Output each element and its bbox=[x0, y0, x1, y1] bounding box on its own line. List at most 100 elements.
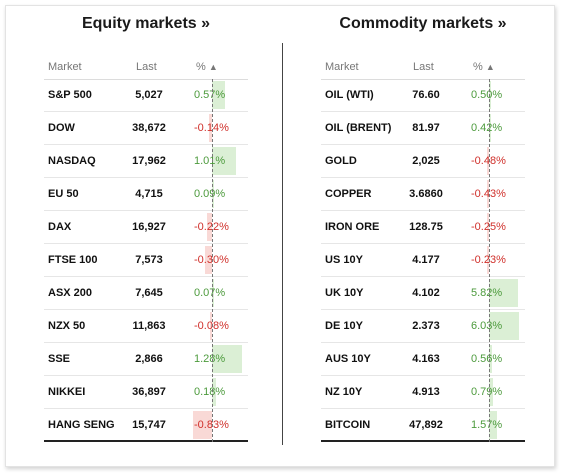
percent-change: -0.14% bbox=[194, 122, 229, 134]
last-price: 2,025 bbox=[412, 155, 440, 167]
markets-widget: Equity markets » Market Last % ▲ S&P 500… bbox=[5, 5, 555, 467]
last-price: 36,897 bbox=[132, 386, 166, 398]
change-bar bbox=[206, 213, 212, 241]
table-row[interactable]: ASX 200 7,645 0.07% bbox=[44, 277, 248, 310]
market-name[interactable]: GOLD bbox=[325, 155, 357, 167]
last-price: 38,672 bbox=[132, 122, 166, 134]
market-name[interactable]: DOW bbox=[48, 122, 75, 134]
sort-ascending-icon[interactable]: ▲ bbox=[208, 62, 218, 72]
table-row[interactable]: OIL (WTI) 76.60 0.50% bbox=[321, 79, 525, 112]
commodity-markets-link[interactable]: Commodity markets » bbox=[339, 15, 507, 32]
percent-change: 0.50% bbox=[471, 89, 503, 101]
change-bar bbox=[192, 411, 212, 439]
market-name[interactable]: SSE bbox=[48, 353, 71, 365]
table-row[interactable]: COPPER 3.6860 -0.43% bbox=[321, 178, 525, 211]
panel-divider bbox=[282, 43, 283, 445]
zero-line bbox=[212, 79, 213, 442]
market-name[interactable]: S&P 500 bbox=[48, 89, 92, 101]
market-name[interactable]: DE 10Y bbox=[325, 320, 363, 332]
last-price: 3.6860 bbox=[409, 188, 443, 200]
percent-change: 1.01% bbox=[194, 155, 226, 167]
market-name[interactable]: HANG SENG bbox=[48, 419, 115, 431]
market-name[interactable]: NZX 50 bbox=[48, 320, 86, 332]
percent-change: -0.25% bbox=[471, 221, 506, 233]
last-column-header[interactable]: Last bbox=[413, 61, 434, 73]
market-name[interactable]: OIL (BRENT) bbox=[325, 122, 392, 134]
sort-ascending-icon[interactable]: ▲ bbox=[485, 62, 495, 72]
percent-change: -0.83% bbox=[194, 419, 229, 431]
last-price: 4.163 bbox=[412, 353, 440, 365]
percent-change: 0.79% bbox=[471, 386, 503, 398]
percent-header-label: % bbox=[473, 61, 483, 73]
market-name[interactable]: US 10Y bbox=[325, 254, 363, 266]
table-row[interactable]: S&P 500 5,027 0.57% bbox=[44, 79, 248, 112]
last-price: 4.102 bbox=[412, 287, 440, 299]
market-column-header[interactable]: Market bbox=[48, 61, 82, 73]
table-row[interactable]: DE 10Y 2.373 6.03% bbox=[321, 310, 525, 343]
change-bar bbox=[208, 114, 212, 142]
equity-markets-link[interactable]: Equity markets » bbox=[81, 15, 211, 32]
table-row[interactable]: EU 50 4,715 0.09% bbox=[44, 178, 248, 211]
table-row[interactable]: GOLD 2,025 -0.48% bbox=[321, 145, 525, 178]
percent-change: 1.57% bbox=[471, 419, 503, 431]
percent-change: 0.57% bbox=[194, 89, 226, 101]
market-name[interactable]: COPPER bbox=[325, 188, 372, 200]
percent-column-header[interactable]: % ▲ bbox=[473, 55, 495, 79]
percent-change: -0.43% bbox=[471, 188, 506, 200]
table-row[interactable]: FTSE 100 7,573 -0.30% bbox=[44, 244, 248, 277]
table-row[interactable]: OIL (BRENT) 81.97 0.42% bbox=[321, 112, 525, 145]
change-bar bbox=[489, 279, 518, 307]
last-price: 11,863 bbox=[132, 320, 166, 332]
market-name[interactable]: IRON ORE bbox=[325, 221, 380, 233]
table-row[interactable]: DOW 38,672 -0.14% bbox=[44, 112, 248, 145]
percent-header-label: % bbox=[196, 61, 206, 73]
table-row[interactable]: NZX 50 11,863 -0.08% bbox=[44, 310, 248, 343]
market-column-header[interactable]: Market bbox=[325, 61, 359, 73]
change-bar bbox=[486, 147, 489, 175]
last-column-header[interactable]: Last bbox=[136, 61, 157, 73]
last-price: 76.60 bbox=[412, 89, 440, 101]
last-price: 81.97 bbox=[412, 122, 440, 134]
market-name[interactable]: FTSE 100 bbox=[48, 254, 98, 266]
market-name[interactable]: BITCOIN bbox=[325, 419, 371, 431]
table-row[interactable]: US 10Y 4.177 -0.23% bbox=[321, 244, 525, 277]
market-name[interactable]: NASDAQ bbox=[48, 155, 96, 167]
equity-rows: S&P 500 5,027 0.57% DOW 38,672 -0.14% NASDAQ 17… bbox=[44, 79, 248, 442]
table-row[interactable]: IRON ORE 128.75 -0.25% bbox=[321, 211, 525, 244]
percent-change: -0.22% bbox=[194, 221, 229, 233]
last-price: 17,962 bbox=[132, 155, 166, 167]
table-row[interactable]: BITCOIN 47,892 1.57% bbox=[321, 409, 525, 442]
market-name[interactable]: OIL (WTI) bbox=[325, 89, 374, 101]
last-price: 15,747 bbox=[132, 419, 166, 431]
last-price: 7,645 bbox=[135, 287, 163, 299]
change-bar bbox=[489, 81, 492, 109]
market-name[interactable]: UK 10Y bbox=[325, 287, 364, 299]
table-row[interactable]: NIKKEI 36,897 0.18% bbox=[44, 376, 248, 409]
table-row[interactable]: NZ 10Y 4.913 0.79% bbox=[321, 376, 525, 409]
change-bar bbox=[489, 312, 519, 340]
percent-change: 0.07% bbox=[194, 287, 226, 299]
percent-change: 1.28% bbox=[194, 353, 226, 365]
market-name[interactable]: DAX bbox=[48, 221, 72, 233]
table-row[interactable]: HANG SENG 15,747 -0.83% bbox=[44, 409, 248, 442]
last-price: 5,027 bbox=[135, 89, 163, 101]
market-name[interactable]: AUS 10Y bbox=[325, 353, 371, 365]
market-name[interactable]: EU 50 bbox=[48, 188, 79, 200]
market-name[interactable]: NIKKEI bbox=[48, 386, 86, 398]
percent-column-header[interactable]: % ▲ bbox=[196, 55, 218, 79]
change-bar bbox=[486, 180, 489, 208]
market-name[interactable]: ASX 200 bbox=[48, 287, 93, 299]
change-bar bbox=[489, 411, 497, 439]
table-row[interactable]: SSE 2,866 1.28% bbox=[44, 343, 248, 376]
last-price: 4,715 bbox=[135, 188, 163, 200]
table-row[interactable]: NASDAQ 17,962 1.01% bbox=[44, 145, 248, 178]
percent-change: -0.30% bbox=[194, 254, 229, 266]
change-bar bbox=[212, 180, 215, 208]
table-row[interactable]: UK 10Y 4.102 5.82% bbox=[321, 277, 525, 310]
zero-line bbox=[489, 79, 490, 442]
percent-change: 6.03% bbox=[471, 320, 503, 332]
table-row[interactable]: AUS 10Y 4.163 0.56% bbox=[321, 343, 525, 376]
percent-change: 5.82% bbox=[471, 287, 503, 299]
market-name[interactable]: NZ 10Y bbox=[325, 386, 363, 398]
table-row[interactable]: DAX 16,927 -0.22% bbox=[44, 211, 248, 244]
